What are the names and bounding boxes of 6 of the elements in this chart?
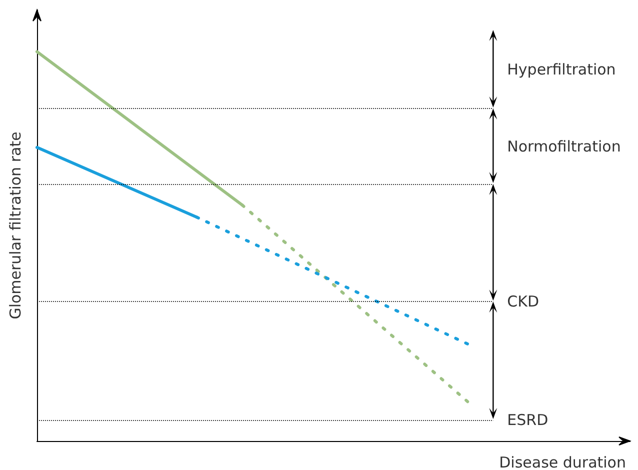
- annotation: Hyperfiltration: [507, 60, 616, 78]
- x-axis-title: Disease duration: [499, 454, 626, 470]
- y-axis-title: Glomerular filtration rate: [6, 132, 24, 320]
- ref-line-label: ESRD: [507, 410, 548, 429]
- ref-line-label: CKD: [507, 292, 540, 311]
- annotation: Normofiltration: [507, 137, 621, 156]
